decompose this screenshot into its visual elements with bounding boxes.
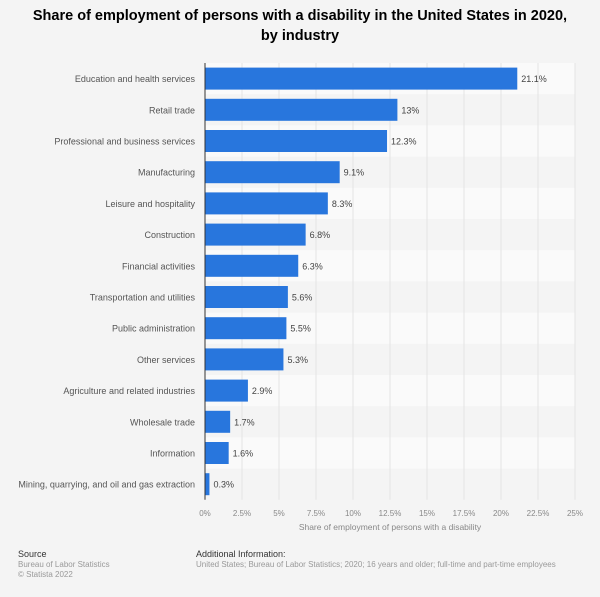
x-tick-label: 25%	[567, 509, 583, 518]
category-label: Financial activities	[122, 261, 196, 271]
data-label: 12.3%	[391, 137, 417, 147]
data-label: 5.3%	[287, 355, 308, 365]
bar	[205, 67, 518, 90]
bar	[205, 161, 340, 184]
data-label: 9.1%	[344, 168, 365, 178]
source-text[interactable]: Bureau of Labor Statistics	[18, 560, 110, 569]
category-label: Information	[150, 449, 195, 459]
category-label: Leisure and hospitality	[105, 199, 195, 209]
bar	[205, 410, 231, 433]
bar	[205, 223, 306, 246]
x-tick-label: 5%	[273, 509, 285, 518]
x-tick-label: 0%	[199, 509, 211, 518]
x-tick-label: 10%	[345, 509, 361, 518]
x-tick-label: 22.5%	[527, 509, 550, 518]
x-tick-label: 12.5%	[379, 509, 402, 518]
chart-title: Share of employment of persons with a di…	[32, 8, 568, 44]
bar	[205, 473, 210, 496]
data-label: 21.1%	[521, 74, 547, 84]
bar	[205, 192, 328, 215]
x-tick-label: 7.5%	[307, 509, 325, 518]
bar	[205, 286, 288, 308]
source-block: Source Bureau of Labor Statistics © Stat…	[18, 549, 110, 580]
bar	[205, 254, 299, 277]
x-tick-label: 20%	[493, 509, 509, 518]
category-label: Manufacturing	[138, 168, 195, 178]
info-text: United States; Bureau of Labor Statistic…	[196, 560, 556, 569]
x-axis-label: Share of employment of persons with a di…	[299, 522, 482, 532]
data-label: 0.3%	[213, 480, 234, 490]
bar-chart: 0% 2.5% 5% 7.5% 10% 12.5% 15% 17.5% 20% 22.5% 25% 2…	[18, 63, 583, 532]
category-label: Construction	[144, 230, 195, 240]
bar	[205, 317, 287, 340]
x-tick-label: 15%	[419, 509, 435, 518]
data-label: 6.8%	[310, 230, 331, 240]
category-label: Mining, quarrying, and oil and gas extra…	[18, 480, 195, 490]
category-label: Professional and business services	[54, 137, 195, 147]
category-label: Other services	[137, 355, 196, 365]
data-label: 2.9%	[252, 386, 273, 396]
bar	[205, 348, 284, 371]
category-label: Transportation and utilities	[90, 293, 196, 303]
category-label: Retail trade	[149, 105, 195, 115]
data-label: 8.3%	[332, 199, 353, 209]
x-tick-label: 2.5%	[233, 509, 251, 518]
source-heading: Source	[18, 549, 47, 559]
data-label: 1.6%	[233, 449, 254, 459]
info-heading: Additional Information:	[196, 549, 286, 559]
category-label: Public administration	[112, 324, 195, 334]
data-label: 6.3%	[302, 261, 323, 271]
category-label: Agriculture and related industries	[63, 386, 195, 396]
data-label: 5.5%	[290, 324, 311, 334]
bar	[205, 442, 229, 464]
bar	[205, 379, 248, 402]
additional-info-block: Additional Information: United States; B…	[196, 549, 556, 570]
data-label: 13%	[401, 105, 419, 115]
category-label: Wholesale trade	[130, 417, 195, 427]
x-tick-label: 17.5%	[453, 509, 476, 518]
data-label: 5.6%	[292, 293, 313, 303]
bar	[205, 98, 398, 121]
copyright: © Statista 2022	[18, 570, 73, 579]
bar	[205, 130, 388, 152]
category-label: Education and health services	[75, 74, 196, 84]
data-label: 1.7%	[234, 417, 255, 427]
